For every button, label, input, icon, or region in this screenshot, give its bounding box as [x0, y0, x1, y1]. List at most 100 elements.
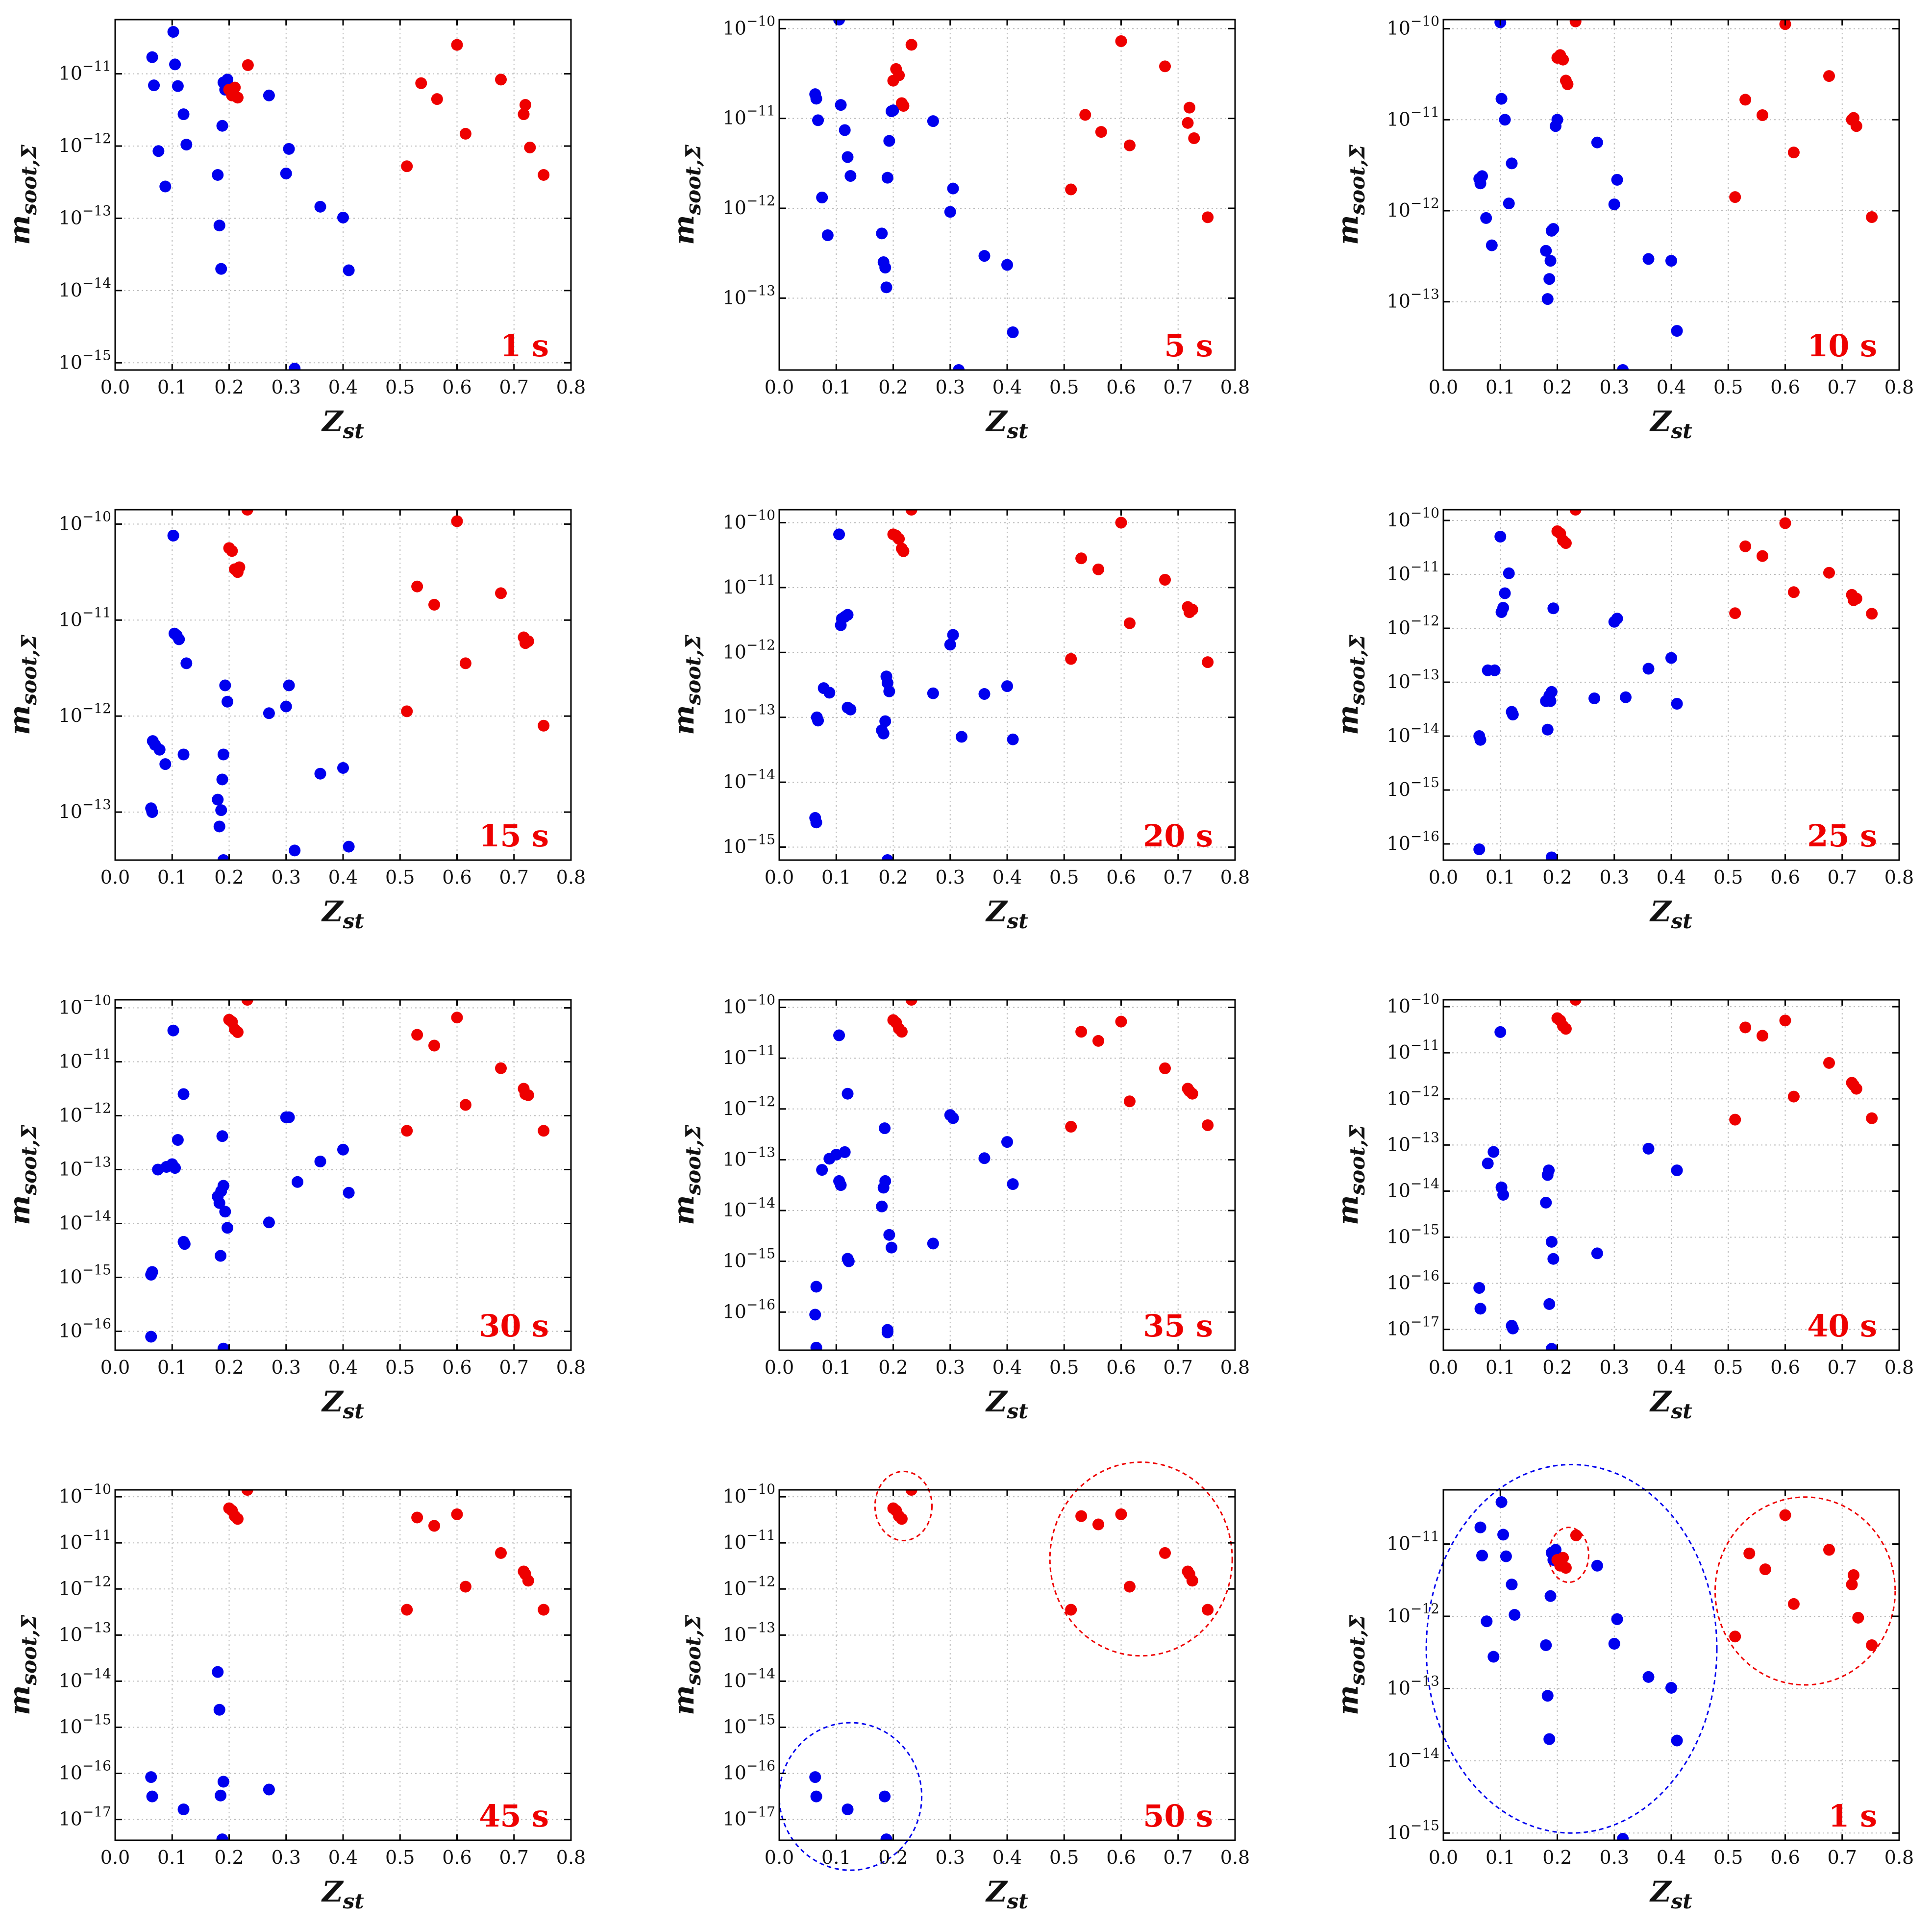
- data-point-blue: [1608, 198, 1620, 210]
- data-point-red: [895, 1513, 908, 1525]
- data-point-red: [241, 510, 253, 516]
- x-tick-label: 0.1: [821, 1357, 851, 1378]
- x-axis-label: Zst: [1649, 1875, 1692, 1913]
- data-point-red: [1186, 1087, 1198, 1100]
- data-point-blue: [881, 172, 893, 184]
- x-tick-label: 0.3: [1600, 376, 1629, 398]
- y-axis-label: msoot,Σ: [1331, 145, 1369, 245]
- data-point-blue: [146, 1266, 158, 1278]
- data-point-blue: [180, 139, 193, 151]
- y-tick-label: 10−13: [1387, 286, 1439, 312]
- data-point-blue: [927, 1237, 939, 1250]
- data-point-blue: [180, 657, 193, 669]
- x-tick-label: 0.3: [936, 1847, 965, 1868]
- y-tick-label: 10−15: [1387, 1221, 1439, 1247]
- data-point-red: [495, 1062, 507, 1074]
- data-point-blue: [159, 758, 172, 770]
- x-tick-label: 0.0: [100, 376, 130, 398]
- x-tick-label: 0.2: [1542, 376, 1572, 398]
- data-point-blue: [314, 200, 326, 213]
- points: [809, 1000, 1214, 1350]
- data-point-blue: [881, 1326, 893, 1338]
- y-axis-label: msoot,Σ: [667, 1615, 705, 1715]
- grid: [1443, 1490, 1900, 1840]
- data-point-red: [1823, 1544, 1835, 1556]
- x-tick-label: 0.5: [385, 376, 415, 398]
- data-point-red: [1848, 1569, 1859, 1581]
- x-tick-label: 0.4: [1657, 1847, 1686, 1868]
- data-point-red: [1115, 1508, 1127, 1520]
- data-point-red: [1729, 607, 1741, 619]
- x-tick-label: 0.7: [499, 1357, 529, 1378]
- y-tick-label: 10−11: [59, 1046, 111, 1072]
- x-tick-label: 0.7: [1164, 1847, 1193, 1868]
- x-tick-label: 0.2: [214, 376, 244, 398]
- data-point-blue: [1499, 587, 1511, 599]
- data-point-blue: [944, 206, 956, 218]
- data-point-red: [897, 545, 910, 557]
- data-point-blue: [1487, 1651, 1500, 1663]
- data-point-red: [431, 93, 443, 105]
- data-point-red: [1823, 1057, 1835, 1069]
- data-point-blue: [810, 93, 822, 105]
- data-point-blue: [217, 1180, 229, 1192]
- y-axis-label: msoot,Σ: [1331, 635, 1369, 735]
- data-point-blue: [1482, 1157, 1494, 1169]
- y-tick-label: 10−12: [59, 700, 111, 726]
- y-tick-label: 10−15: [59, 1261, 111, 1287]
- data-point-blue: [1671, 698, 1683, 710]
- x-tick-label: 0.7: [1828, 376, 1857, 398]
- data-point-red: [231, 1513, 244, 1525]
- data-point-blue: [842, 1255, 855, 1267]
- data-point-red: [1866, 1112, 1878, 1124]
- x-axis-label: Zst: [1649, 405, 1692, 443]
- y-tick-label: 10−14: [1387, 1745, 1439, 1771]
- data-point-red: [451, 39, 463, 51]
- data-point-blue: [177, 1803, 190, 1815]
- y-tick-label: 10−12: [1387, 1083, 1439, 1109]
- data-point-blue: [879, 1122, 891, 1135]
- data-point-blue: [1544, 695, 1557, 707]
- data-point-red: [1115, 35, 1127, 47]
- data-point-blue: [283, 143, 295, 155]
- x-tick-label: 0.7: [499, 866, 529, 888]
- grid: [779, 1000, 1236, 1350]
- data-point-blue: [810, 1281, 822, 1293]
- y-tick-label: 10−10: [59, 992, 111, 1018]
- data-point-blue: [1611, 613, 1623, 625]
- data-point-blue: [821, 229, 834, 241]
- y-axis-label: msoot,Σ: [667, 635, 705, 735]
- y-tick-label: 10−17: [59, 1803, 111, 1829]
- x-tick-label: 0.8: [1220, 1847, 1250, 1868]
- data-point-red: [428, 1520, 440, 1532]
- y-tick-label: 10−11: [723, 1042, 775, 1068]
- data-point-blue: [217, 1342, 229, 1350]
- data-point-red: [897, 100, 910, 112]
- y-tick-label: 10−14: [723, 766, 775, 792]
- data-point-blue: [880, 281, 892, 294]
- y-tick-label: 10−15: [1387, 1817, 1439, 1843]
- y-tick-label: 10−12: [59, 1573, 111, 1599]
- data-point-blue: [152, 145, 165, 157]
- data-point-blue: [1591, 136, 1603, 148]
- data-point-red: [1757, 1030, 1768, 1042]
- x-tick-label: 0.4: [992, 1357, 1022, 1378]
- x-tick-label: 0.6: [1770, 1357, 1800, 1378]
- data-point-red: [1202, 656, 1214, 668]
- y-tick-label: 10−10: [723, 1481, 775, 1507]
- data-point-red: [401, 1125, 413, 1137]
- plot-frame: [114, 1489, 572, 1841]
- data-point-red: [1739, 94, 1752, 106]
- data-point-red: [538, 169, 550, 181]
- data-point-blue: [1476, 1550, 1488, 1562]
- data-point-blue: [1665, 1681, 1677, 1694]
- y-tick-label: 10−13: [1387, 667, 1439, 692]
- data-point-red: [522, 1089, 534, 1101]
- y-tick-label: 10−10: [723, 507, 775, 533]
- data-point-red: [1123, 1095, 1136, 1108]
- x-tick-label: 0.6: [442, 376, 471, 398]
- data-point-blue: [1671, 1734, 1683, 1747]
- data-point-blue: [1547, 223, 1560, 235]
- y-axis-label: msoot,Σ: [667, 1125, 705, 1225]
- data-point-blue: [1620, 691, 1632, 703]
